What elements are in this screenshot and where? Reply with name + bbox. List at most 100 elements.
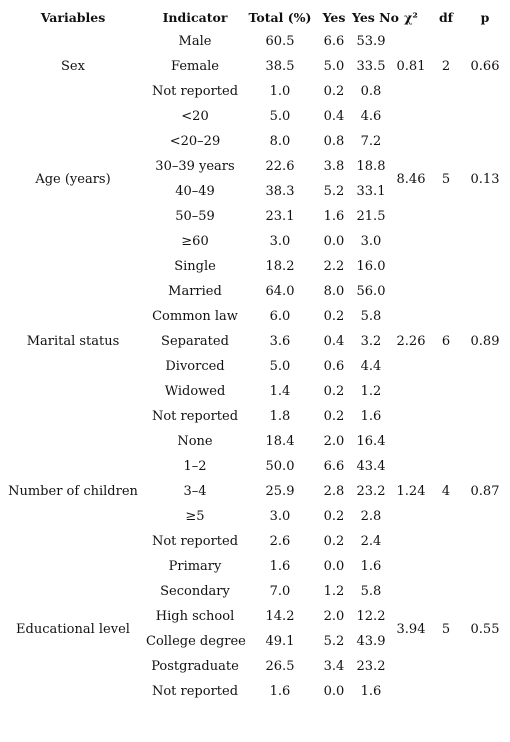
- indicator-cell: Not reported: [151, 84, 239, 99]
- no-cell: 33.5: [356, 59, 386, 74]
- indicator-cell: 40–49: [175, 184, 215, 199]
- yes-cell: 0.8: [323, 134, 345, 149]
- table-row: 50–59 23.1 1.6 21.5: [0, 204, 510, 229]
- no-cell: 1.6: [360, 559, 382, 574]
- table-row: Secondary 7.0 1.2 5.8: [0, 579, 510, 604]
- yes-cell: 2.0: [323, 609, 345, 624]
- total-cell: 18.2: [265, 259, 295, 274]
- yes-cell: 1.2: [323, 584, 345, 599]
- total-cell: 18.4: [265, 434, 295, 449]
- yes-cell: 1.6: [323, 209, 345, 224]
- indicator-cell: None: [177, 434, 213, 449]
- yes-cell: 6.6: [323, 459, 345, 474]
- table-row: Postgraduate 26.5 3.4 23.2: [0, 654, 510, 679]
- total-cell: 5.0: [269, 359, 291, 374]
- table-row: 30–39 years 22.6 3.8 18.8: [0, 154, 510, 179]
- indicator-cell: 30–39 years: [155, 159, 235, 174]
- indicator-cell: Not reported: [151, 534, 239, 549]
- indicator-cell: Secondary: [160, 584, 230, 599]
- indicator-cell: Common law: [152, 309, 238, 324]
- p-value-cell: 0.55: [470, 621, 500, 637]
- yes-cell: 0.6: [323, 359, 345, 374]
- header-yes-no: Yes No: [352, 9, 399, 25]
- total-cell: 1.8: [269, 409, 291, 424]
- no-cell: 4.4: [360, 359, 382, 374]
- chi-square-cell: 3.94: [396, 621, 426, 637]
- no-cell: 16.4: [356, 434, 386, 449]
- indicator-cell: Widowed: [164, 384, 226, 399]
- total-cell: 23.1: [265, 209, 295, 224]
- yes-cell: 0.0: [323, 234, 345, 249]
- indicator-cell: College degree: [146, 634, 246, 649]
- table-row: High school 14.2 2.0 12.2: [0, 604, 510, 629]
- indicator-cell: Postgraduate: [151, 659, 239, 674]
- table-row: Common law 6.0 0.2 5.8: [0, 304, 510, 329]
- indicator-cell: High school: [155, 609, 235, 624]
- header-indicator: Indicator: [162, 9, 228, 25]
- no-cell: 3.2: [360, 334, 382, 349]
- indicator-cell: Primary: [168, 559, 222, 574]
- variable-cell: Age (years): [35, 171, 111, 187]
- indicator-cell: ≥5: [185, 509, 205, 524]
- table-row: Marital status Single 18.2 2.2 16.0 2.26 6 0.89: [0, 254, 510, 349]
- total-cell: 7.0: [269, 584, 291, 599]
- total-cell: 5.0: [269, 109, 291, 124]
- total-cell: 50.0: [265, 459, 295, 474]
- indicator-cell: 3–4: [183, 484, 207, 499]
- table-row: <20–29 8.0 0.8 7.2: [0, 129, 510, 154]
- table-row: Widowed 1.4 0.2 1.2: [0, 379, 510, 404]
- total-cell: 3.0: [269, 234, 291, 249]
- table-row: 1–2 50.0 6.6 43.4: [0, 454, 510, 479]
- variable-cell: Sex: [61, 59, 85, 74]
- table-row: Educational level Primary 1.6 0.0 1.6 3.94 5 0.…: [0, 554, 510, 637]
- no-cell: 12.2: [356, 609, 386, 624]
- yes-cell: 0.0: [323, 559, 345, 574]
- yes-cell: 0.2: [323, 534, 345, 549]
- yes-cell: 5.0: [323, 59, 345, 74]
- indicator-cell: 1–2: [183, 459, 207, 474]
- table-row: Not reported 1.6 0.0 1.6: [0, 679, 510, 704]
- df-cell: 2: [441, 59, 451, 74]
- no-cell: 43.9: [356, 634, 386, 649]
- table-row: ≥60 3.0 0.0 3.0: [0, 229, 510, 254]
- header-row: Variables Indicator Total (%) Yes Yes No…: [0, 5, 510, 29]
- variable-cell: Educational level: [16, 621, 130, 637]
- total-cell: 2.6: [269, 534, 291, 549]
- indicator-cell: Not reported: [151, 409, 239, 424]
- total-cell: 64.0: [265, 284, 295, 299]
- no-cell: 43.4: [356, 459, 386, 474]
- table-body: Sex Male 60.5 6.6 53.9 0.81 2 0.66 Female 38.5 5.0…: [0, 29, 510, 704]
- no-cell: 1.6: [360, 409, 382, 424]
- no-cell: 7.2: [360, 134, 382, 149]
- yes-cell: 0.2: [323, 509, 345, 524]
- yes-cell: 0.2: [323, 384, 345, 399]
- indicator-cell: Single: [174, 259, 216, 274]
- table-row: 3–4 25.9 2.8 23.2: [0, 479, 510, 504]
- indicator-cell: Separated: [161, 334, 229, 349]
- table-row: College degree 49.1 5.2 43.9: [0, 629, 510, 654]
- table-row: Not reported 2.6 0.2 2.4: [0, 529, 510, 554]
- no-cell: 5.8: [360, 584, 382, 599]
- total-cell: 1.6: [269, 684, 291, 699]
- total-cell: 60.5: [265, 34, 295, 49]
- yes-cell: 6.6: [323, 34, 345, 49]
- header-df: df: [438, 9, 454, 25]
- yes-cell: 0.2: [323, 84, 345, 99]
- total-cell: 26.5: [265, 659, 295, 674]
- no-cell: 18.8: [356, 159, 386, 174]
- header-chi-square: χ²: [404, 9, 418, 25]
- total-cell: 38.3: [265, 184, 295, 199]
- total-cell: 25.9: [265, 484, 295, 499]
- yes-cell: 2.0: [323, 434, 345, 449]
- no-cell: 23.2: [356, 484, 386, 499]
- chi-square-cell: 0.81: [396, 59, 426, 74]
- p-value-cell: 0.89: [470, 334, 500, 349]
- no-cell: 33.1: [356, 184, 386, 199]
- total-cell: 6.0: [269, 309, 291, 324]
- no-cell: 0.8: [360, 84, 382, 99]
- no-cell: 56.0: [356, 284, 386, 299]
- header-p: p: [480, 9, 490, 25]
- yes-cell: 5.2: [323, 634, 345, 649]
- no-cell: 2.4: [360, 534, 382, 549]
- variable-cell: Number of children: [8, 484, 138, 499]
